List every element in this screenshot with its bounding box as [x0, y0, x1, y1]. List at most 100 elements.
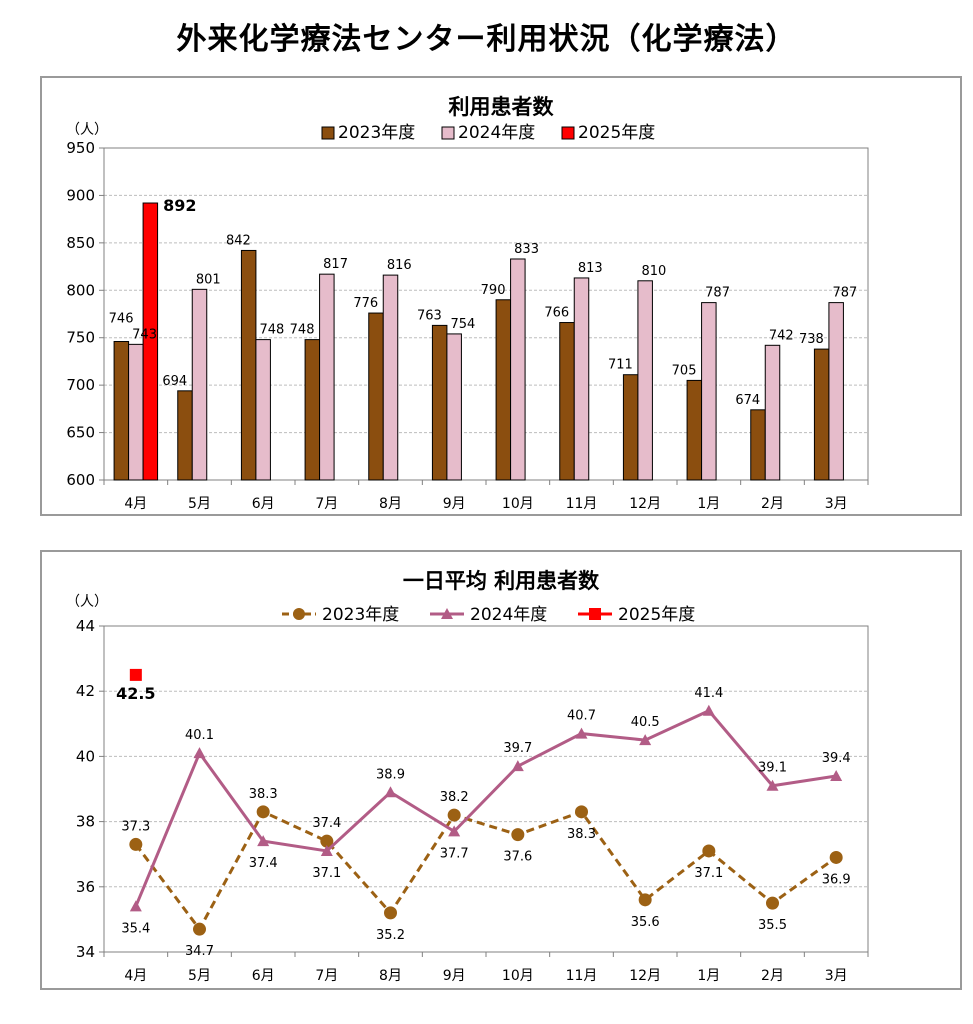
data-label-2023年度: 748: [290, 323, 315, 338]
x-tick-label: 3月: [825, 496, 848, 512]
x-tick-label: 8月: [379, 496, 402, 512]
data-label-2023年度: 37.4: [312, 816, 341, 831]
legend-swatch-2024年度: [441, 126, 455, 140]
x-tick-label: 6月: [252, 496, 275, 512]
point-2024年度: [766, 779, 779, 791]
point-2024年度: [320, 844, 333, 856]
bar-2023年度: [750, 409, 766, 481]
data-label-2023年度: 842: [226, 233, 251, 248]
point-2023年度: [129, 837, 143, 851]
y-tick-label: 38: [76, 813, 95, 831]
data-label-2024年度: 787: [833, 286, 858, 301]
bar-2023年度: [368, 312, 384, 481]
point-2023年度: [766, 896, 779, 910]
point-2023年度: [384, 906, 397, 920]
data-label-2024年度: 833: [514, 242, 539, 257]
point-2024年度: [702, 704, 715, 716]
bar-2025年度: [142, 202, 159, 481]
bar-2024年度: [637, 280, 653, 481]
point-2024年度: [384, 786, 397, 798]
point-2024年度: [193, 747, 206, 759]
data-label-2024年度: 39.4: [822, 751, 851, 766]
legend-label-2024年度: 2024年度: [458, 123, 535, 143]
legend-label-2025年度: 2025年度: [618, 605, 695, 625]
point-2023年度: [320, 834, 334, 848]
legend-marker-2023年度: [293, 608, 305, 620]
x-tick-label: 12月: [629, 968, 661, 984]
point-2025年度: [129, 668, 142, 681]
x-tick-label: 10月: [502, 968, 534, 984]
point-2024年度: [575, 727, 588, 739]
x-tick-label: 12月: [629, 496, 661, 512]
bar-2023年度: [113, 341, 130, 481]
bar-2024年度: [191, 288, 208, 481]
data-label-2024年度: 41.4: [694, 686, 723, 701]
point-2023年度: [447, 808, 461, 822]
data-label-2023年度: 694: [162, 374, 187, 389]
data-label-2023年度: 766: [544, 306, 569, 321]
bar-2023年度: [559, 322, 575, 481]
point-2023年度: [193, 922, 206, 936]
chart-title: 利用患者数: [449, 95, 555, 119]
data-label-2024年度: 810: [642, 264, 667, 279]
x-tick-label: 8月: [379, 968, 402, 984]
y-tick-label: 800: [66, 281, 95, 299]
data-label-2023年度: 776: [353, 296, 378, 311]
legend-label-2023年度: 2023年度: [338, 123, 415, 143]
x-tick-label: 3月: [825, 968, 848, 984]
data-label-2024年度: 39.7: [503, 741, 532, 756]
bar-2023年度: [686, 379, 703, 481]
series-line-2024年度: [134, 708, 837, 907]
data-label-2024年度: 787: [705, 286, 730, 301]
bar-2023年度: [495, 299, 512, 481]
point-2023年度: [829, 850, 843, 864]
y-tick-label: 40: [76, 747, 95, 765]
y-tick-label: 950: [66, 139, 95, 157]
bar-2024年度: [446, 333, 462, 481]
bar-2023年度: [622, 374, 639, 481]
data-label-2023年度: 37.6: [503, 850, 532, 865]
y-axis-unit-label: （人）: [66, 122, 108, 138]
x-tick-label: 11月: [566, 968, 598, 984]
data-label-2023年度: 738: [799, 332, 824, 347]
plot-area: [103, 625, 869, 953]
data-label-2024年度: 38.9: [376, 767, 405, 782]
bar-2024年度: [573, 277, 590, 481]
data-label-2023年度: 38.3: [249, 787, 278, 802]
point-2024年度: [448, 825, 461, 837]
y-axis-unit-label: （人）: [66, 594, 108, 610]
x-tick-label: 11月: [566, 496, 598, 512]
y-tick-label: 34: [76, 943, 95, 961]
patients-bar-chart-panel: 利用患者数 2023年度 2024年度 2025年度 （人） 600 650 700 750 80…: [40, 76, 962, 516]
bar-2024年度: [255, 339, 271, 481]
x-tick-label: 4月: [124, 496, 147, 512]
data-label-2025年度: 892: [163, 196, 196, 215]
x-tick-label: 7月: [315, 496, 338, 512]
data-label-2023年度: 746: [109, 312, 134, 327]
x-tick-label: 2月: [761, 968, 784, 984]
y-tick-label: 44: [76, 617, 95, 635]
data-label-2023年度: 705: [672, 363, 697, 378]
data-label-2023年度: 34.7: [185, 944, 214, 959]
data-label-2024年度: 37.1: [312, 866, 341, 881]
data-label-2024年度: 742: [769, 328, 794, 343]
data-label-2024年度: 748: [260, 323, 285, 338]
x-tick-label: 1月: [697, 496, 720, 512]
legend-swatch-2023年度: [321, 126, 335, 140]
data-label-2023年度: 763: [417, 308, 442, 323]
data-label-2024年度: 37.7: [440, 846, 469, 861]
bar-2023年度: [177, 390, 193, 481]
legend-label-2023年度: 2023年度: [322, 605, 399, 625]
x-tick-label: 4月: [124, 968, 147, 984]
x-tick-label: 5月: [188, 496, 211, 512]
bar-2024年度: [319, 273, 335, 481]
point-2023年度: [638, 893, 652, 907]
data-label-2025年度: 42.5: [116, 684, 155, 703]
data-label-2023年度: 674: [735, 393, 760, 408]
y-tick-label: 700: [66, 376, 95, 394]
y-tick-label: 36: [76, 878, 95, 896]
x-tick-label: 1月: [697, 968, 720, 984]
y-tick-label: 600: [66, 471, 95, 489]
point-2024年度: [257, 835, 270, 847]
data-label-2024年度: 40.1: [185, 728, 214, 743]
